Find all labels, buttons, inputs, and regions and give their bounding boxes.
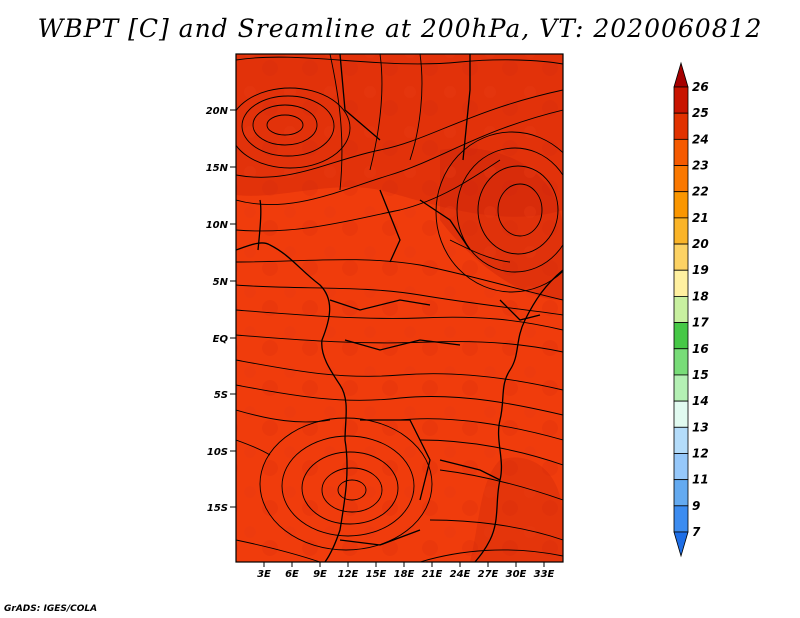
colorbar-swatch [673, 479, 689, 507]
colorbar-label: 14 [692, 394, 709, 408]
colorbar-swatch [673, 453, 689, 481]
colorbar-swatch [673, 112, 689, 140]
grads-credit: GrADS: IGES/COLA [4, 604, 98, 614]
colorbar-label: 19 [692, 263, 709, 277]
colorbar-top-arrow [673, 61, 689, 88]
lon-label-30e: 30E [506, 569, 527, 580]
colorbar-label: 23 [692, 159, 709, 173]
colorbar: 26 25 24 23 22 21 20 19 18 17 16 15 14 13 12 11 9 7 [673, 61, 709, 558]
lon-label-12e: 12E [338, 569, 359, 580]
colorbar-swatch [673, 269, 689, 297]
colorbar-label: 9 [692, 499, 700, 513]
lat-label-15n: 15N [206, 163, 229, 174]
lon-label-15e: 15E [366, 569, 387, 580]
colorbar-swatch [673, 191, 689, 219]
lat-label-eq: EQ [213, 334, 229, 345]
colorbar-label: 26 [692, 80, 709, 94]
colorbar-label: 12 [692, 446, 709, 460]
colorbar-label: 24 [692, 132, 709, 146]
colorbar-swatch [673, 348, 689, 376]
colorbar-label: 7 [692, 525, 701, 539]
colorbar-swatch [673, 217, 689, 245]
colorbar-label: 16 [692, 342, 709, 356]
colorbar-swatch [673, 374, 689, 402]
colorbar-swatch [673, 400, 689, 428]
lon-label-24e: 24E [450, 569, 471, 580]
colorbar-label: 17 [692, 316, 709, 330]
colorbar-swatch [673, 86, 689, 114]
map-panel [236, 54, 563, 562]
lon-axis: 3E 6E 9E 12E 15E 18E 21E 24E 27E 30E 33E [257, 562, 555, 580]
lon-label-6e: 6E [285, 569, 299, 580]
colorbar-swatch [673, 426, 689, 454]
colorbar-swatch [673, 243, 689, 271]
colorbar-swatch [673, 505, 689, 533]
colorbar-label: 18 [692, 289, 709, 303]
lon-label-9e: 9E [313, 569, 327, 580]
colorbar-label: 11 [692, 473, 709, 487]
lat-label-5n: 5N [213, 277, 229, 288]
lat-label-10n: 10N [206, 220, 229, 231]
lon-label-27e: 27E [478, 569, 499, 580]
lat-label-20n: 20N [206, 106, 229, 117]
lat-label-5s: 5S [214, 390, 228, 401]
colorbar-bottom-arrow [673, 531, 689, 558]
colorbar-label: 25 [692, 106, 709, 120]
colorbar-label: 13 [692, 420, 709, 434]
lat-axis: 20N 15N 10N 5N EQ 5S 10S 15S [206, 106, 236, 514]
colorbar-label: 15 [692, 368, 709, 382]
colorbar-swatch [673, 296, 689, 323]
lat-label-10s: 10S [207, 447, 228, 458]
colorbar-label: 20 [692, 237, 709, 251]
map-title: WBPT [C] and Sreamline at 200hPa, VT: 20… [37, 14, 763, 43]
lon-label-33e: 33E [534, 569, 555, 580]
streamlines [236, 54, 563, 562]
colorbar-swatch [673, 322, 689, 350]
lon-label-21e: 21E [422, 569, 443, 580]
lon-label-18e: 18E [394, 569, 415, 580]
colorbar-swatch [673, 138, 689, 166]
map-frame [235, 53, 564, 563]
colorbar-label: 22 [692, 185, 709, 199]
colorbar-swatch [673, 165, 689, 193]
lat-label-15s: 15S [207, 503, 228, 514]
lon-label-3e: 3E [257, 569, 271, 580]
coastlines-borders [236, 54, 563, 562]
colorbar-label: 21 [692, 211, 709, 225]
